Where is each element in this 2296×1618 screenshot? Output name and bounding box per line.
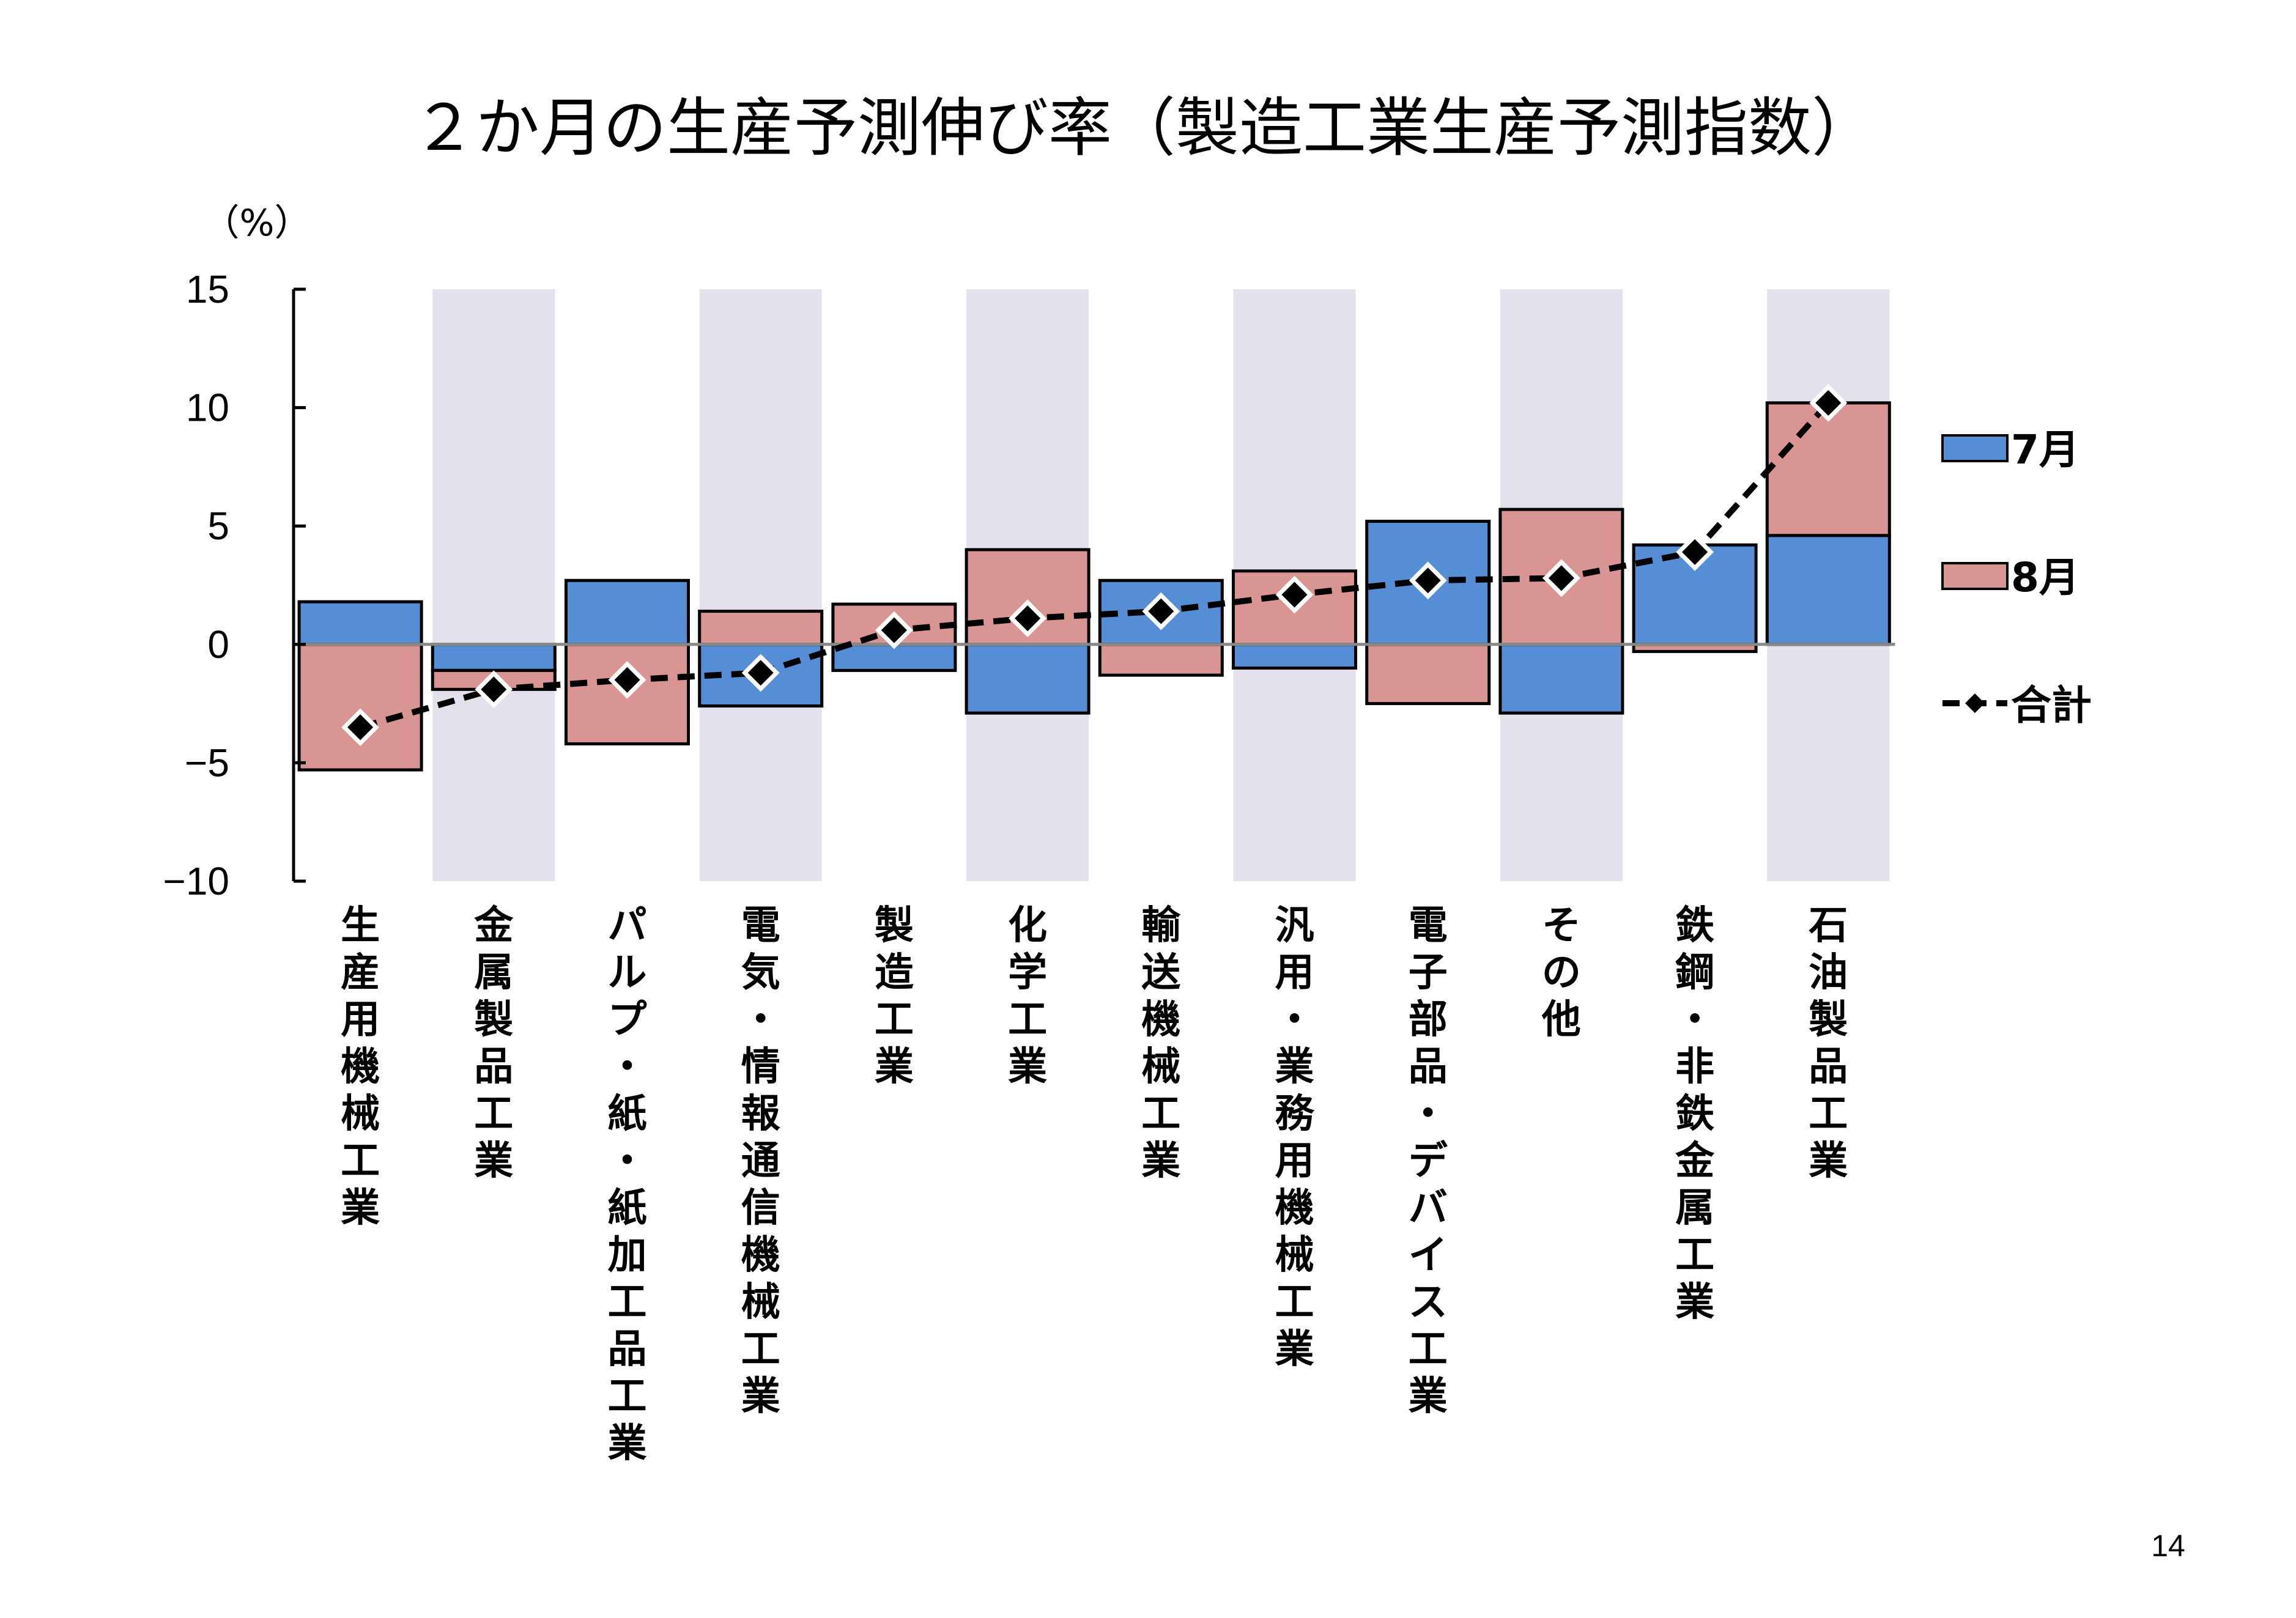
total-marker xyxy=(341,708,380,747)
legend-diamond-icon xyxy=(1965,693,1985,713)
category-band xyxy=(432,289,555,881)
bar-aug xyxy=(297,643,423,772)
y-axis: 15 10 5 0 −5 −10 xyxy=(163,267,306,903)
legend-swatch xyxy=(1941,434,2009,462)
legend-label: 7月 xyxy=(2011,426,2079,473)
total-marker xyxy=(1542,559,1580,597)
y-tick-label: −5 xyxy=(185,741,229,785)
total-marker xyxy=(875,611,913,649)
bar-series xyxy=(297,401,1891,772)
page-number: 14 xyxy=(2151,1529,2185,1563)
total-marker xyxy=(1142,592,1180,630)
total-marker xyxy=(741,654,780,692)
total-marker xyxy=(1009,599,1047,638)
bar-aug xyxy=(965,548,1091,646)
bar-jul xyxy=(1765,534,1891,646)
y-tick-label: 0 xyxy=(207,622,229,667)
category-label: 石油製品工業 xyxy=(1809,903,1848,1184)
category-labels: 生産用機械工業 金属製品工業 パルプ・紙・紙加工品工業 電気・情報通信機械工業 製造工業… xyxy=(341,903,1848,1466)
bar-jul xyxy=(297,600,423,646)
total-marker xyxy=(608,660,646,699)
total-marker xyxy=(475,670,513,709)
legend-label: 合計 xyxy=(2011,682,2092,729)
legend-label: 8月 xyxy=(2011,554,2079,601)
y-axis-unit-label: （%） xyxy=(202,202,311,245)
category-label: 鉄鋼・非鉄金属工業 xyxy=(1675,903,1715,1325)
category-label: 電気・情報通信機械工業 xyxy=(741,903,780,1419)
total-marker xyxy=(1676,533,1714,571)
y-tick-label: 15 xyxy=(186,267,229,311)
y-tick-label: 10 xyxy=(186,386,229,430)
total-marker xyxy=(1809,383,1848,422)
category-label: 金属製品工業 xyxy=(473,903,514,1184)
category-label: 化学工業 xyxy=(1008,903,1047,1090)
y-tick-label: 5 xyxy=(207,504,229,548)
category-label: その他 xyxy=(1541,903,1581,1043)
legend-swatch xyxy=(1941,562,2009,590)
bar-jul xyxy=(965,643,1091,715)
chart-title: ２か月の生産予測伸び率（製造工業生産予測指数） xyxy=(412,91,1875,165)
category-label: パルプ・紙・紙加工品工業 xyxy=(608,903,647,1466)
total-marker xyxy=(1409,561,1447,600)
bar-aug xyxy=(1365,643,1491,706)
bar-aug xyxy=(1098,643,1224,677)
bar-aug xyxy=(698,610,824,646)
category-label: 汎用・業務用機械工業 xyxy=(1275,903,1315,1372)
bar-jul xyxy=(1498,643,1624,715)
category-band xyxy=(699,289,822,881)
total-line-series xyxy=(341,383,1848,747)
bar-jul xyxy=(565,578,690,646)
bar-jul xyxy=(431,643,557,672)
category-label: 電子部品・デバイス工業 xyxy=(1409,903,1448,1419)
bar-jul xyxy=(1232,643,1357,670)
category-label: 生産用機械工業 xyxy=(341,903,380,1231)
total-line xyxy=(359,401,1831,731)
y-tick-label: −10 xyxy=(163,859,229,903)
category-label: 輸送機械工業 xyxy=(1141,903,1181,1184)
category-label: 製造工業 xyxy=(875,903,914,1090)
bar-aug xyxy=(1765,401,1891,537)
total-marker xyxy=(1275,575,1314,614)
